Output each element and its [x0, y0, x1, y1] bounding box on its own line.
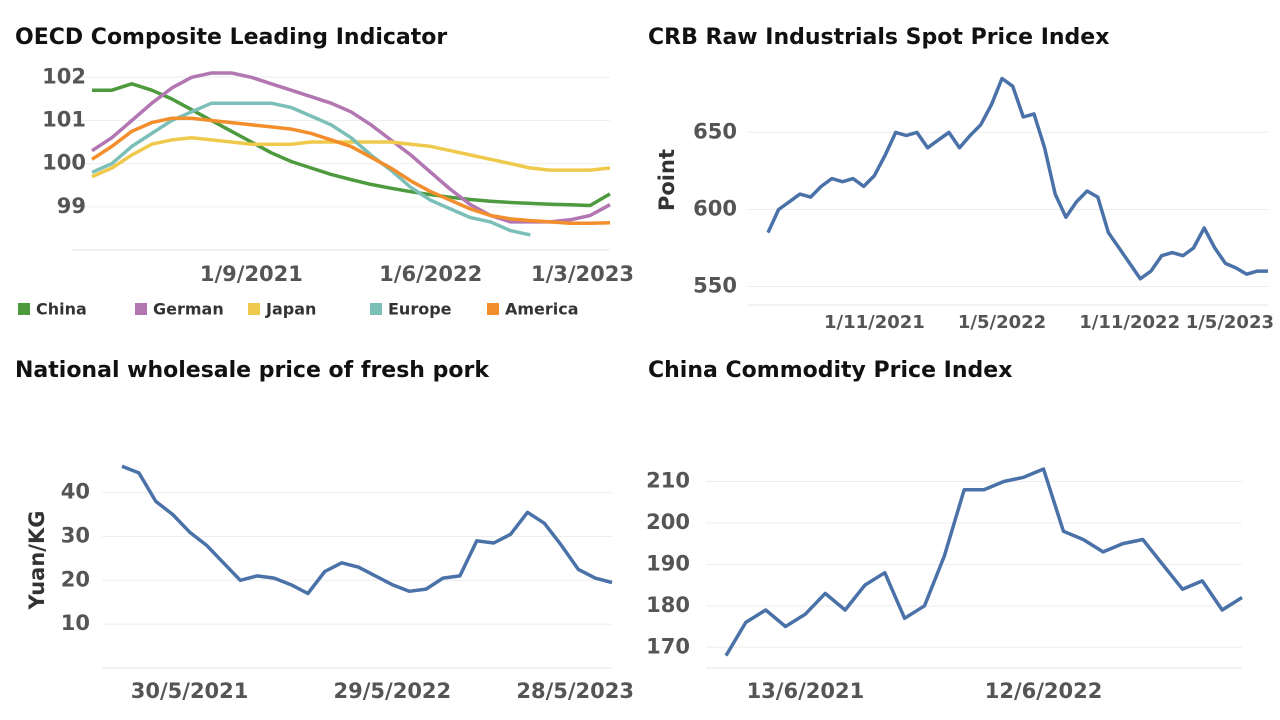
y-tick-label: 30 [61, 523, 90, 547]
y-tick-label: 550 [693, 274, 737, 298]
line [91, 135, 611, 179]
x-tick-label: 13/6/2021 [747, 679, 865, 703]
line [91, 116, 611, 225]
line [91, 101, 531, 237]
line [724, 467, 1243, 657]
chart-title: CRB Raw Industrials Spot Price Index [648, 25, 1109, 50]
chart-title: OECD Composite Leading Indicator [15, 25, 447, 50]
y-tick-label: 190 [646, 551, 690, 575]
y-tick-label: 101 [42, 107, 86, 131]
y-tick-label: 180 [646, 593, 690, 617]
x-tick-label: 1/5/2023 [1186, 312, 1274, 333]
y-tick-label: 10 [61, 611, 90, 635]
legend-label: German [153, 300, 224, 319]
line [92, 82, 611, 208]
y-tick-label: 170 [646, 634, 690, 658]
legend-swatch [248, 303, 260, 315]
y-tick-label: 650 [693, 119, 737, 143]
y-tick-label: 40 [61, 480, 90, 504]
x-tick-label: 1/3/2023 [531, 262, 634, 286]
x-tick-label: 1/11/2022 [1079, 312, 1180, 333]
y-tick-label: 200 [646, 510, 690, 534]
legend-swatch [370, 303, 382, 315]
x-tick-label: 29/5/2022 [334, 679, 452, 703]
legend-label: Japan [265, 300, 316, 319]
x-tick-label: 12/6/2022 [985, 679, 1103, 703]
legend-swatch [487, 303, 499, 315]
x-tick-label: 1/9/2021 [200, 262, 303, 286]
chart-title: China Commodity Price Index [648, 358, 1012, 383]
y-tick-label: 102 [42, 64, 86, 88]
y-tick-label: 99 [57, 194, 86, 218]
y-tick-label: 20 [61, 567, 90, 591]
x-tick-label: 1/5/2022 [958, 312, 1046, 333]
line [91, 71, 611, 224]
y-axis-label: Yuan/KG [25, 511, 49, 611]
legend-label: Europe [388, 300, 452, 319]
legend-swatch [135, 303, 147, 315]
legend-label: China [36, 300, 87, 319]
y-tick-label: 100 [42, 151, 86, 175]
y-axis-label: Point [655, 149, 679, 211]
legend-swatch [18, 303, 30, 315]
chart-title: National wholesale price of fresh pork [15, 358, 490, 383]
y-tick-label: 600 [693, 196, 737, 220]
y-tick-label: 210 [646, 468, 690, 492]
x-tick-label: 1/11/2021 [824, 312, 925, 333]
x-tick-label: 30/5/2021 [131, 679, 249, 703]
x-tick-label: 1/6/2022 [379, 262, 482, 286]
x-tick-label: 28/5/2023 [516, 679, 634, 703]
line [121, 464, 613, 596]
legend-label: America [505, 300, 579, 319]
line [766, 76, 1268, 281]
